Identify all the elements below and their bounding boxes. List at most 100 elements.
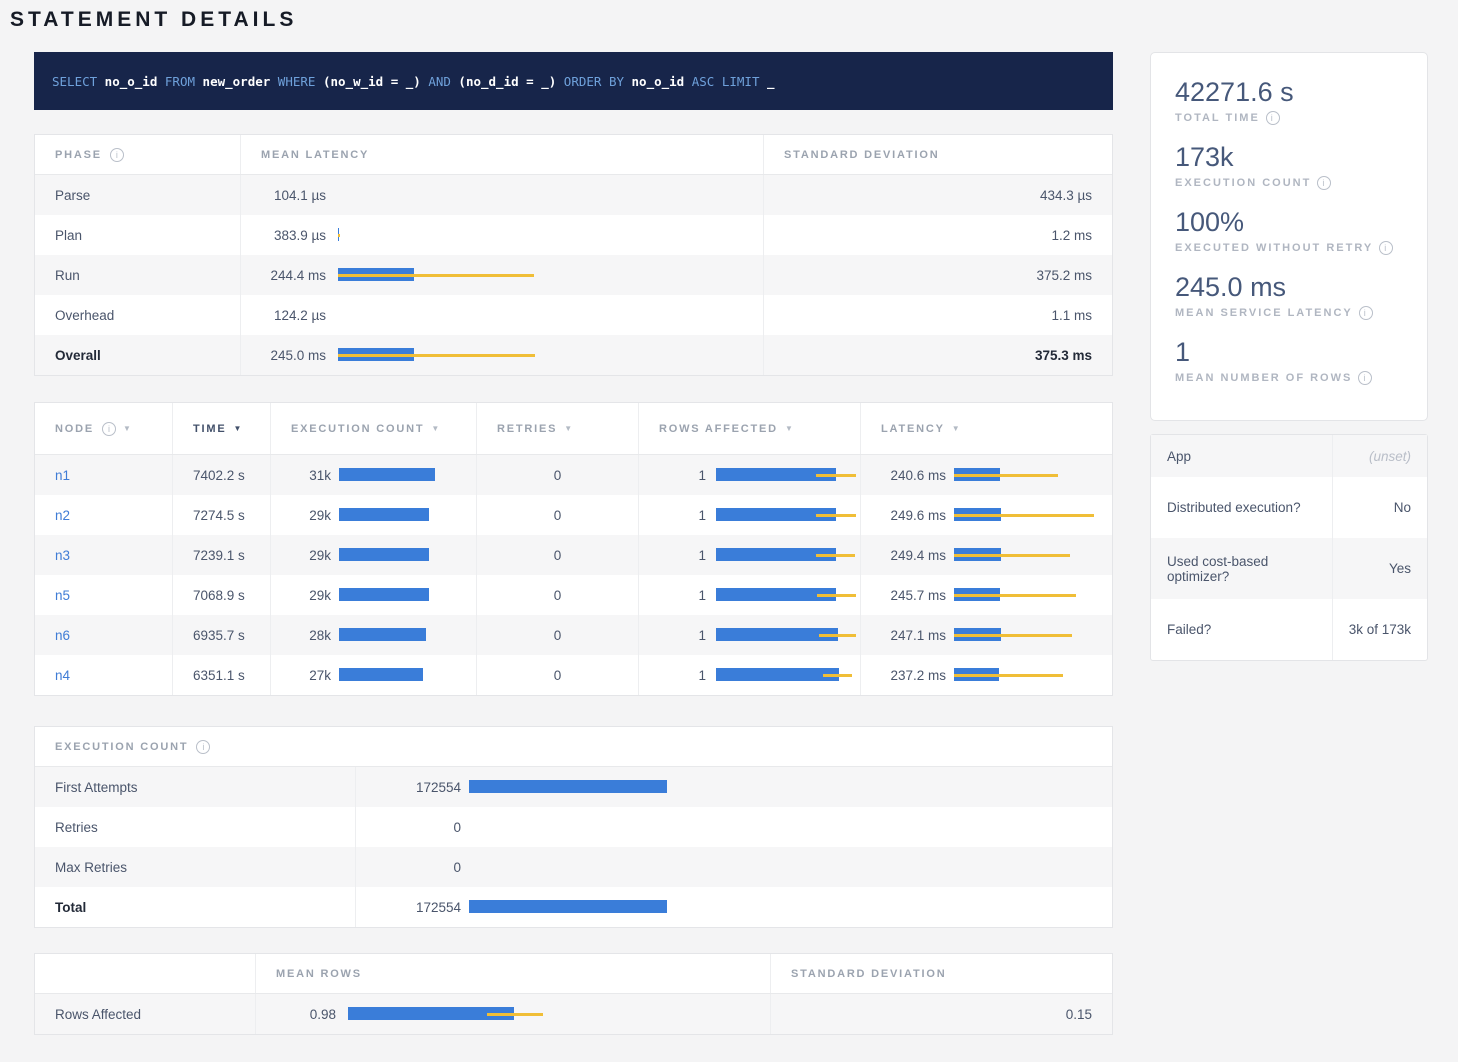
- exec-count-bar-chart: [339, 625, 439, 645]
- stddev-value: 375.2 ms: [1036, 267, 1092, 283]
- node-row: n6 6935.7 s 28k 0 1 247.1 ms: [35, 615, 1112, 655]
- node-row: n4 6351.1 s 27k 0 1 237.2 ms: [35, 655, 1112, 695]
- attribute-label: Used cost-based optimizer?: [1151, 538, 1333, 599]
- stat-label: EXECUTION COUNT: [1175, 177, 1312, 189]
- exec-row-value: 0: [453, 819, 461, 835]
- info-icon[interactable]: i: [1358, 371, 1373, 385]
- stddev-value: 434.3 µs: [1039, 187, 1092, 203]
- attribute-label: App: [1151, 435, 1333, 477]
- exec-count-bar-chart: [339, 545, 439, 565]
- node-header-cell[interactable]: NODE i ▼: [35, 403, 173, 454]
- exec-row-label: Retries: [55, 819, 98, 835]
- latency-bar-chart: [338, 225, 538, 245]
- summary-stats-card: 42271.6 s TOTAL TIME i 173k EXECUTION COU…: [1150, 52, 1428, 421]
- node-time: 7402.2 s: [193, 467, 245, 483]
- sort-desc-icon: ▼: [951, 424, 960, 433]
- node-exec-count: 29k: [309, 547, 331, 563]
- latency-bar-chart: [338, 265, 538, 285]
- node-table-header: NODE i ▼ TIME ▼ EXECUTION COUNT ▼ RETRIE…: [35, 403, 1112, 455]
- table-row: Rows Affected 0.98 0.15: [35, 994, 1112, 1034]
- node-row: n2 7274.5 s 29k 0 1 249.6 ms: [35, 495, 1112, 535]
- stat-total-time: 42271.6 s TOTAL TIME i: [1175, 77, 1403, 125]
- info-icon[interactable]: i: [1358, 306, 1373, 320]
- node-exec-count: 27k: [309, 667, 331, 683]
- node-link[interactable]: n6: [55, 627, 71, 643]
- exec-count-bar-chart: [469, 857, 669, 877]
- mean-rows-header-label: MEAN ROWS: [276, 967, 362, 980]
- info-icon[interactable]: i: [1265, 111, 1280, 125]
- info-icon[interactable]: i: [196, 739, 211, 754]
- rows-affected-bar-chart: [716, 665, 861, 685]
- stat-value: 245.0 ms: [1175, 272, 1287, 302]
- rows-affected-bar-chart: [716, 545, 861, 565]
- node-latency: 237.2 ms: [890, 667, 946, 683]
- table-row: Overhead 124.2 µs 1.1 ms: [35, 295, 1112, 335]
- execution-count-table-header: EXECUTION COUNT i: [35, 727, 1112, 767]
- attribute-row: Failed? 3k of 173k: [1151, 599, 1427, 660]
- node-retries: 0: [553, 587, 562, 603]
- node-row: n3 7239.1 s 29k 0 1 249.4 ms: [35, 535, 1112, 575]
- node-link[interactable]: n4: [55, 667, 71, 683]
- phase-latency-table: PHASE i MEAN LATENCY STANDARD DEVIATION …: [34, 134, 1113, 376]
- exec-row-label: Max Retries: [55, 859, 128, 875]
- mean-latency-value: 124.2 µs: [273, 307, 326, 323]
- exec-count-bar-chart: [339, 505, 439, 525]
- table-row: Parse 104.1 µs 434.3 µs: [35, 175, 1112, 215]
- node-time: 7274.5 s: [193, 507, 245, 523]
- page-title: STATEMENT DETAILS: [10, 8, 298, 31]
- execution-count-header-cell[interactable]: EXECUTION COUNT ▼: [271, 403, 477, 454]
- exec-row-value: 172554: [415, 899, 461, 915]
- sql-statement-text: SELECT no_o_id FROM new_order WHERE (no_…: [52, 73, 775, 89]
- stddev-header-cell: STANDARD DEVIATION: [764, 135, 1112, 174]
- node-latency: 240.6 ms: [890, 467, 946, 483]
- table-row-total: Total 172554: [35, 887, 1112, 927]
- stat-value: 100%: [1175, 207, 1245, 237]
- stat-label: MEAN NUMBER OF ROWS: [1175, 372, 1353, 384]
- node-rows-affected: 1: [698, 467, 706, 483]
- sort-desc-icon: ▼: [431, 424, 440, 433]
- stddev-value: 1.2 ms: [1051, 227, 1092, 243]
- phase-label: Run: [55, 267, 80, 283]
- node-latency: 247.1 ms: [890, 627, 946, 643]
- stat-label: EXECUTED WITHOUT RETRY: [1175, 242, 1374, 254]
- latency-header-cell[interactable]: LATENCY ▼: [861, 403, 1112, 454]
- rows-affected-header-cell[interactable]: ROWS AFFECTED ▼: [639, 403, 861, 454]
- table-row: Run 244.4 ms 375.2 ms: [35, 255, 1112, 295]
- rows-affected-table: MEAN ROWS STANDARD DEVIATION Rows Affect…: [34, 953, 1113, 1035]
- stat-executed-without-retry: 100% EXECUTED WITHOUT RETRY i: [1175, 207, 1403, 255]
- node-link[interactable]: n2: [55, 507, 71, 523]
- info-icon[interactable]: i: [1317, 176, 1332, 190]
- attribute-value: (unset): [1368, 448, 1411, 464]
- node-link[interactable]: n5: [55, 587, 71, 603]
- rows-affected-bar-chart: [716, 625, 861, 645]
- latency-bar-chart: [954, 665, 1094, 685]
- info-icon[interactable]: i: [101, 421, 116, 436]
- node-rows-affected: 1: [698, 507, 706, 523]
- latency-bar-chart: [338, 305, 538, 325]
- exec-count-bar-chart: [469, 777, 669, 797]
- stat-mean-service-latency: 245.0 ms MEAN SERVICE LATENCY i: [1175, 272, 1403, 320]
- retries-header-cell[interactable]: RETRIES ▼: [477, 403, 639, 454]
- node-link[interactable]: n3: [55, 547, 71, 563]
- stat-label: MEAN SERVICE LATENCY: [1175, 307, 1353, 319]
- node-rows-affected: 1: [698, 667, 706, 683]
- info-icon[interactable]: i: [1379, 241, 1394, 255]
- exec-count-bar-chart: [469, 817, 669, 837]
- sort-desc-icon: ▼: [122, 424, 131, 433]
- time-header-cell[interactable]: TIME ▼: [173, 403, 271, 454]
- node-rows-affected: 1: [698, 547, 706, 563]
- stddev-header-label: STANDARD DEVIATION: [784, 148, 940, 161]
- attribute-label: Failed?: [1151, 599, 1333, 660]
- mean-rows-bar-chart: [348, 1004, 568, 1024]
- info-icon[interactable]: i: [109, 147, 124, 162]
- table-row-overall: Overall 245.0 ms 375.3 ms: [35, 335, 1112, 375]
- phase-label: Overhead: [55, 307, 115, 323]
- rows-affected-label: Rows Affected: [55, 1006, 142, 1022]
- sort-desc-icon: ▼: [784, 424, 793, 433]
- attribute-row: App (unset): [1151, 435, 1427, 477]
- stat-value: 42271.6 s: [1175, 77, 1294, 107]
- node-link[interactable]: n1: [55, 467, 71, 483]
- latency-bar-chart: [954, 625, 1094, 645]
- latency-bar-chart: [954, 585, 1094, 605]
- node-header-label: NODE: [55, 422, 94, 435]
